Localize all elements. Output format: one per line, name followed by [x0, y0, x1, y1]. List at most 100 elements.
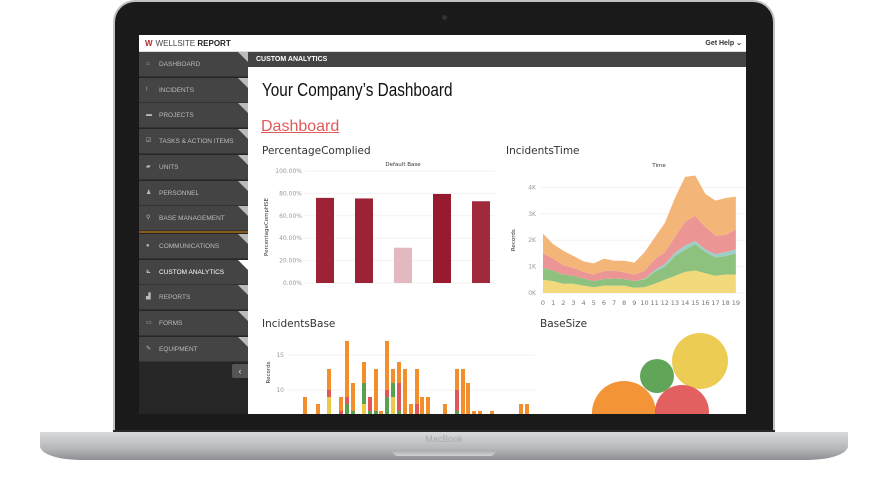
chart-subtitle: Default Base — [385, 162, 421, 168]
stacked-bar-segment — [415, 369, 419, 404]
stacked-bar-segment — [478, 411, 482, 414]
y-axis-label: Records — [511, 229, 517, 251]
dashboard-link[interactable]: Dashboard — [261, 118, 340, 135]
sidebar-item-tasks-action-items[interactable]: ☑ Tasks & Action Items — [139, 129, 248, 155]
stacked-bar-segment — [385, 341, 389, 390]
sidebar-item-label: Custom Analytics — [159, 268, 225, 276]
stacked-bar-segment — [409, 404, 413, 414]
stacked-bar-segment — [472, 411, 476, 414]
chart-subtitle: Time — [651, 163, 666, 169]
x-tick-label: 12 — [661, 299, 669, 307]
stacked-bar-segment — [385, 397, 389, 414]
sidebar-item-units[interactable]: ▰ Units — [139, 154, 248, 180]
sidebar-item-label: Equipment — [159, 345, 198, 353]
truck-icon: ▰ — [146, 163, 151, 170]
y-tick-label: 10 — [276, 387, 284, 394]
x-tick-label: 6 — [602, 299, 606, 307]
sidebar-item-base-management[interactable]: ⚲ Base Management — [139, 206, 248, 232]
x-tick-label: 11 — [651, 299, 659, 307]
home-icon: ⌂ — [146, 61, 150, 67]
x-tick-label: 10 — [640, 299, 648, 307]
person-icon: ♟ — [146, 189, 152, 196]
area-series-1 — [543, 244, 736, 288]
y-tick-label: 40.00% — [279, 235, 302, 242]
sidebar-item-label: Communications — [159, 242, 220, 250]
stacked-bar-segment — [345, 404, 349, 414]
stacked-bar-segment — [415, 404, 419, 414]
x-tick-label: 3 — [571, 299, 575, 307]
check-icon: ☑ — [146, 138, 152, 145]
x-tick-label: 0 — [541, 299, 545, 307]
sidebar-item-custom-analytics[interactable]: ⊾ Custom Analytics — [139, 259, 248, 285]
sidebar-item-label: Base Management — [159, 215, 225, 223]
sidebar-item-label: Forms — [159, 320, 183, 327]
y-tick-label: 3K — [528, 211, 537, 218]
sidebar-item-forms[interactable]: ▭ Forms — [139, 311, 248, 336]
stacked-bar-segment — [420, 397, 424, 414]
sidebar-item-label: Tasks & Action Items — [159, 138, 234, 146]
corner-marker — [238, 206, 248, 217]
sidebar-item-communications[interactable]: ● Communications — [139, 233, 248, 259]
logo-text: WELLSITE — [155, 39, 196, 48]
stacked-bar-segment — [362, 383, 366, 404]
get-help-menu[interactable]: Get Help ⌄ — [705, 39, 742, 47]
sidebar-item-label: Units — [159, 163, 179, 171]
camera — [442, 15, 447, 20]
bar — [472, 201, 490, 283]
sidebar-item-equipment[interactable]: ✎ Equipment — [139, 336, 248, 362]
stacked-bar-segment — [385, 390, 389, 397]
area-series-0 — [543, 270, 736, 293]
chart-title: PercentageComplied — [262, 145, 371, 157]
stacked-bar-segment — [397, 383, 401, 411]
x-tick-label: 7 — [612, 299, 616, 307]
x-tick-label: 19 — [732, 299, 740, 307]
stacked-bar-segment — [316, 404, 320, 414]
sidebar-item-reports[interactable]: ▟ Reports — [139, 285, 248, 311]
stacked-bar-segment — [403, 369, 407, 414]
charts-canvas: PercentageComplied Default Base 0.00% 20.00… — [262, 145, 746, 414]
stacked-bar-segment — [519, 404, 523, 414]
y-tick-label: 60.00% — [279, 213, 302, 220]
bars-icon: ▟ — [146, 294, 151, 301]
sidebar-item-incidents[interactable]: ! Incidents — [139, 77, 248, 103]
x-tick-label: 13 — [671, 299, 679, 307]
stacked-bar-segment — [391, 369, 395, 383]
stacked-bar-segment — [466, 383, 470, 414]
stacked-bar-segment — [327, 390, 331, 397]
x-tick-label: 5 — [592, 299, 596, 307]
corner-marker — [238, 77, 248, 88]
sidebar-item-label: Incidents — [159, 86, 195, 94]
stacked-bar-segment — [525, 404, 529, 414]
sidebar-item-personnel[interactable]: ♟ Personnel — [139, 180, 248, 206]
stacked-bar-segment — [351, 411, 355, 414]
logo-text-bold: REPORT — [197, 39, 231, 48]
x-tick-label: 16 — [701, 299, 709, 307]
stacked-bar-segment — [391, 383, 395, 397]
stacked-bar-segment — [455, 369, 459, 390]
corner-marker — [238, 180, 248, 191]
stacked-bar-segment — [374, 369, 378, 411]
stacked-bar-segment — [391, 397, 395, 414]
chart-icon: ⊾ — [146, 268, 152, 275]
device-label: MacBook — [425, 434, 463, 444]
y-axis-label: PercentageCompHSE — [264, 197, 270, 256]
laptop-notch — [392, 450, 496, 456]
logo[interactable]: W WELLSITE REPORT — [145, 39, 231, 48]
bubble — [640, 359, 674, 393]
y-tick-label: 4K — [528, 184, 537, 191]
sidebar-item-label: Projects — [159, 112, 194, 120]
sidebar-item-projects[interactable]: ▬ Projects — [139, 103, 248, 129]
collapse-sidebar-button[interactable]: ‹ — [232, 364, 248, 378]
stacked-bar-segment — [362, 362, 366, 383]
sidebar-item-label: Personnel — [159, 189, 200, 197]
y-tick-label: 80.00% — [279, 190, 302, 197]
!-icon: ! — [146, 86, 148, 93]
sidebar-item-label: Reports — [159, 294, 191, 302]
corner-marker — [238, 233, 248, 244]
chart-title: BaseSize — [540, 318, 587, 330]
area-series-3 — [543, 215, 736, 282]
x-tick-label: 1 — [551, 299, 555, 307]
sidebar-item-dashboard[interactable]: ⌂ Dashboard — [139, 52, 248, 77]
x-tick-label: 15 — [691, 299, 699, 307]
logo-icon: W — [145, 39, 153, 48]
